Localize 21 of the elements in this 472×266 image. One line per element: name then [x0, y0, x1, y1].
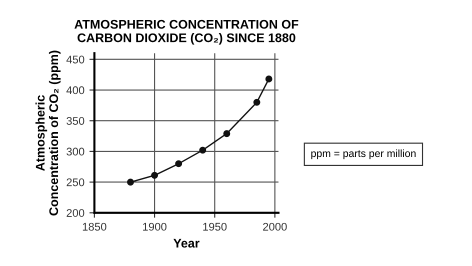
point: [223, 130, 230, 138]
text: ppm = parts per million: [311, 149, 416, 160]
point: [151, 172, 158, 179]
y-tick-label: 200: [66, 209, 84, 217]
point: [199, 146, 206, 154]
point: [265, 76, 272, 82]
y-tick-label: 350: [66, 116, 84, 125]
x-tick-label: 1950: [203, 222, 227, 231]
y-tick-label: 300: [66, 148, 84, 156]
point: [127, 178, 134, 186]
y-axis-title: Atmospheric Concentration of CO₂ (ppm): [35, 50, 61, 216]
x-tick-label: 1900: [143, 222, 166, 231]
point: [253, 98, 260, 106]
x-tick-label: 2000: [263, 222, 287, 231]
y-tick-label: 450: [66, 56, 84, 64]
chart-title: ATMOSPHERIC CONCENTRATION OF CARBON DIOXIDE (CO₂) SINCE 1880: [74, 20, 298, 45]
y-tick-label: 250: [66, 178, 84, 186]
x-tick-label: 1850: [82, 222, 106, 231]
y-tick-label: 400: [66, 86, 84, 94]
x-axis-title: Year: [173, 238, 200, 248]
point: [175, 160, 182, 168]
